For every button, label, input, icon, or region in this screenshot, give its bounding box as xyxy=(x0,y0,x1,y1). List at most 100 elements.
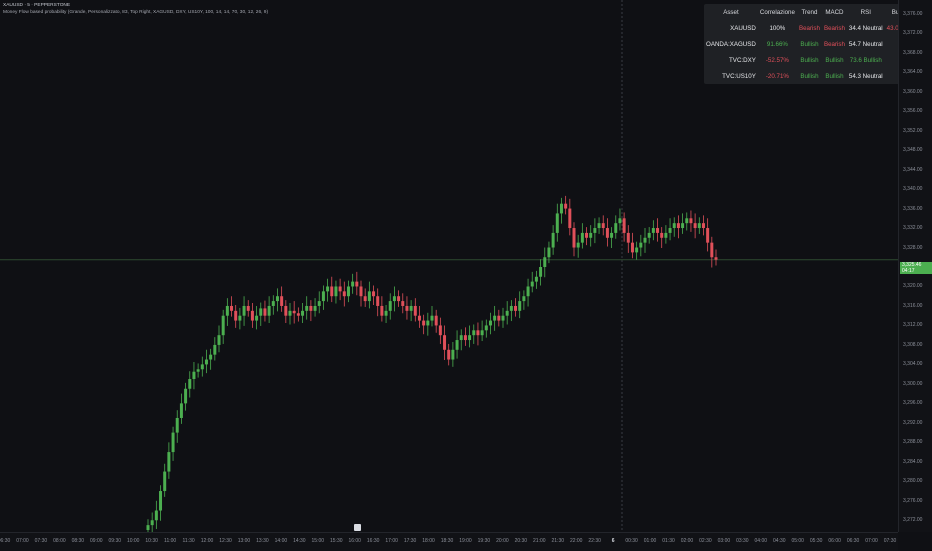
candle xyxy=(530,271,534,293)
candle xyxy=(543,247,547,278)
time-tick-label: 22:30 xyxy=(588,538,601,544)
candle-body xyxy=(618,218,622,224)
candle xyxy=(313,298,317,317)
candle-body xyxy=(417,315,421,321)
candle xyxy=(493,305,497,331)
candle-body xyxy=(342,291,346,297)
candle xyxy=(171,426,175,461)
candle xyxy=(618,208,622,231)
candle-body xyxy=(204,359,208,365)
candle xyxy=(263,300,267,322)
time-tick-label: 18:30 xyxy=(440,538,454,544)
candle xyxy=(639,234,643,257)
candle-body xyxy=(263,308,267,316)
candle xyxy=(234,304,238,328)
candle xyxy=(159,485,163,521)
candle xyxy=(593,218,597,244)
candle xyxy=(468,325,472,348)
price-tick-label: 3,292.00 xyxy=(903,419,923,426)
candle xyxy=(209,348,213,370)
candle xyxy=(509,300,513,322)
candle xyxy=(380,296,384,322)
candle xyxy=(559,197,563,224)
candle xyxy=(409,300,413,322)
indicator-label[interactable]: Money Flow based probability (Grande, Pe… xyxy=(3,10,269,15)
time-tick-label: 14:00 xyxy=(274,538,288,544)
candle xyxy=(576,234,580,258)
price-tick-label: 3,296.00 xyxy=(903,400,923,407)
candle-body xyxy=(200,364,204,370)
time-tick-label: 10:30 xyxy=(145,538,158,544)
price-tick-label: 3,376.00 xyxy=(903,10,923,17)
time-tick-label: 13:00 xyxy=(237,538,251,544)
economic-event-icon[interactable] xyxy=(354,524,361,531)
price-tick-label: 3,308.00 xyxy=(903,341,923,348)
candle xyxy=(547,241,551,264)
candle-body xyxy=(380,305,384,316)
candle-body xyxy=(572,228,576,248)
candle xyxy=(238,307,242,330)
candle-body xyxy=(238,315,242,321)
candle xyxy=(326,278,330,302)
candle xyxy=(568,198,572,236)
candle-body xyxy=(622,218,626,233)
candle xyxy=(355,271,359,296)
price-tick-label: 3,336.00 xyxy=(903,205,923,212)
time-tick-label: 08:30 xyxy=(71,538,85,544)
price-chart[interactable] xyxy=(0,0,898,532)
time-tick-label: 02:00 xyxy=(680,538,694,544)
candle-body xyxy=(171,432,175,453)
candle-body xyxy=(330,286,334,297)
candle-body xyxy=(209,354,213,360)
candle-body xyxy=(280,296,284,306)
candle-body xyxy=(455,340,459,350)
candle xyxy=(280,286,284,312)
candle-body xyxy=(593,228,597,233)
time-tick-label: 07:30 xyxy=(34,538,48,544)
candle-body xyxy=(192,371,196,380)
rsi-cell: 54.3 Neutral xyxy=(848,72,883,80)
candle-body xyxy=(246,305,250,311)
time-tick-label: 08:00 xyxy=(53,538,66,544)
time-tick-label: 16:00 xyxy=(348,538,361,544)
candle-body xyxy=(159,491,163,511)
correlation-cell: -52.57% xyxy=(765,56,789,64)
candle-body xyxy=(676,223,680,229)
time-axis[interactable]: 06:30 07:00 07:30 08:00 08:30 09:00 09:30 10:00… xyxy=(0,532,898,551)
candle xyxy=(610,227,614,249)
col-asset: Asset xyxy=(723,8,739,16)
candle xyxy=(376,288,380,317)
candle-body xyxy=(163,471,167,492)
col-correlation: Correlazione xyxy=(759,8,795,16)
candle xyxy=(660,227,664,249)
symbol-title[interactable]: XAUUSD · 5 · PEPPERSTONE xyxy=(3,3,71,8)
asset-cell: TVC:DXY xyxy=(729,56,756,64)
candle xyxy=(154,500,158,530)
candle xyxy=(146,519,150,532)
price-tick-label: 3,344.00 xyxy=(903,166,923,173)
candle xyxy=(630,232,634,259)
candle xyxy=(384,304,388,324)
time-tick-label: 17:30 xyxy=(403,538,417,544)
candle-body xyxy=(313,305,317,311)
candle-body xyxy=(647,232,651,238)
candle-countdown: 04:17 xyxy=(902,268,915,274)
time-tick-label: 6 xyxy=(611,538,615,544)
candle xyxy=(259,302,263,326)
candle-body xyxy=(668,228,672,233)
candle-body xyxy=(635,247,639,253)
candlestick-plot[interactable] xyxy=(0,0,898,532)
candle-body xyxy=(305,305,309,311)
time-tick-label: 12:30 xyxy=(219,538,232,544)
candle-body xyxy=(221,315,225,336)
time-tick-label: 19:30 xyxy=(477,538,491,544)
candle-body xyxy=(660,232,664,238)
candle-body xyxy=(250,310,254,321)
candle-body xyxy=(301,310,305,316)
time-tick-label: 04:30 xyxy=(772,538,786,544)
candle xyxy=(405,296,409,320)
candle xyxy=(693,213,697,239)
candle xyxy=(539,259,543,286)
candle xyxy=(706,218,710,252)
candle-body xyxy=(697,223,701,229)
